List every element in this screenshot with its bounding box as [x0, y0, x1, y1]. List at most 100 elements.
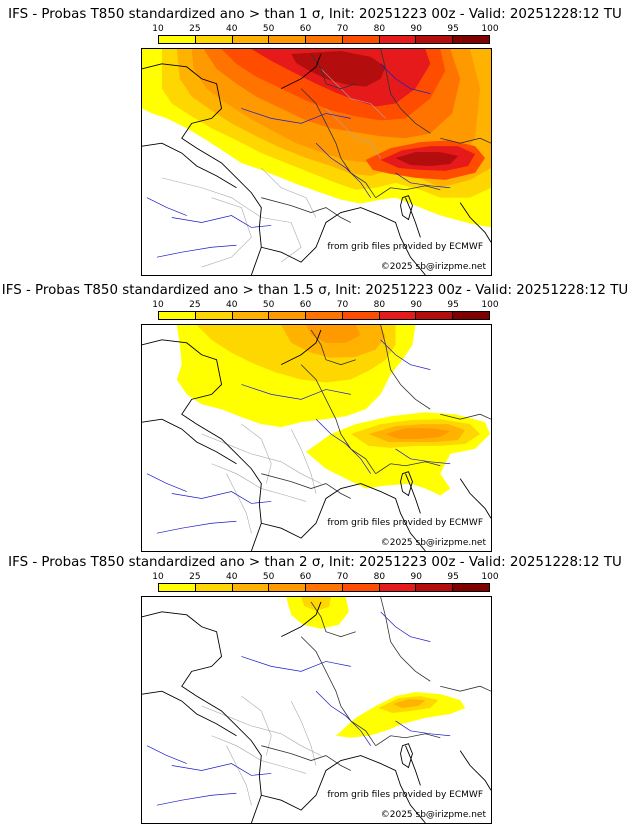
colorbar-tick: 25 [189, 300, 201, 310]
coast-line [142, 690, 237, 737]
admin-line [241, 423, 272, 484]
coast-line [261, 483, 426, 551]
coast-line [405, 197, 421, 238]
prob-band-north-10 [286, 597, 349, 629]
colorbar-swatch [195, 36, 233, 43]
colorbar-tick: 90 [410, 300, 422, 310]
admin-line [241, 695, 272, 756]
coastlines [142, 53, 491, 275]
border-line [380, 49, 431, 134]
border-line [300, 636, 376, 746]
map-panel-1sigma: IFS - Probas T850 standardized ano > tha… [0, 0, 630, 276]
river-line [156, 792, 237, 806]
colorbar-tick: 50 [262, 572, 275, 582]
colorbar-tick: 40 [226, 572, 238, 582]
border-line [261, 197, 351, 223]
prob-band-north-25 [301, 597, 331, 611]
border-line [380, 597, 431, 682]
probability-shading [176, 325, 491, 496]
colorbar-tick: 40 [226, 24, 238, 34]
admin-line [320, 68, 386, 119]
colorbar-swatch [232, 36, 270, 43]
border-line [380, 325, 431, 410]
admin-line [201, 705, 322, 756]
prob-band-south-50 [385, 428, 451, 439]
admin-line [226, 473, 252, 534]
colorbar: 10 25 40 50 60 70 80 90 95 100 [152, 24, 499, 46]
data-source-credit: from grib files provided by ECMWF [327, 518, 483, 528]
colorbar-swatch [416, 584, 454, 591]
colorbar-tick: 60 [299, 572, 312, 582]
border-line [310, 601, 356, 638]
border-line [310, 53, 356, 90]
border-line [261, 745, 351, 771]
river-line [156, 244, 237, 258]
colorbar: 10 25 40 50 60 70 80 90 95 100 [152, 572, 499, 594]
colorbar-tick: 70 [336, 572, 349, 582]
river-line [171, 763, 272, 776]
rivers [146, 611, 451, 806]
colorbar-tick: 100 [481, 24, 499, 34]
prob-band-south-40 [392, 699, 426, 709]
panel-title: IFS - Probas T850 standardized ano > tha… [8, 555, 622, 570]
river-line [380, 63, 431, 94]
coast-line [142, 611, 262, 823]
coast-line [281, 329, 322, 366]
river-line [395, 172, 451, 189]
prob-band-50 [306, 325, 361, 343]
island-corsica [400, 743, 413, 769]
colorbar-swatch [379, 312, 417, 319]
river-line [395, 720, 451, 737]
admin-line [201, 433, 322, 484]
colorbar-swatch [269, 584, 307, 591]
coastlines [142, 329, 491, 551]
admin-line [161, 177, 302, 263]
admin-borders [201, 695, 322, 806]
probability-shading [286, 597, 466, 738]
colorbar-tick: 80 [373, 300, 386, 310]
colorbar-swatch [416, 36, 454, 43]
river-line [146, 745, 187, 764]
border-line [375, 733, 441, 747]
colorbar-tick: 95 [447, 300, 459, 310]
colorbar-swatch [269, 36, 307, 43]
colorbar-swatch [306, 36, 343, 43]
colorbar-swatch [342, 312, 380, 319]
probability-map: from grib files provided by ECMWF ©2025 … [141, 324, 492, 552]
coast-line [261, 207, 426, 275]
colorbar-swatch [159, 312, 196, 319]
colorbar-tick: 100 [481, 300, 499, 310]
colorbar-swatch [306, 584, 343, 591]
probability-map: from grib files provided by ECMWF ©2025 … [141, 596, 492, 824]
colorbar-swatches [158, 35, 490, 44]
colorbar-swatch [453, 312, 490, 319]
colorbar-swatches [158, 583, 490, 592]
colorbar-tick: 100 [481, 572, 499, 582]
colorbar-tick: 95 [447, 572, 459, 582]
river-line [241, 384, 351, 400]
coast-line [459, 478, 491, 519]
colorbar-swatch [306, 312, 343, 319]
colorbar-tick: 10 [152, 300, 164, 310]
border-line [310, 329, 356, 366]
colorbar-swatch [232, 584, 270, 591]
border-line [440, 685, 491, 692]
colorbar-tick: 80 [373, 572, 386, 582]
colorbar-swatch [159, 36, 196, 43]
coast-line [261, 755, 426, 823]
colorbar-tick: 25 [189, 24, 201, 34]
prob-band-alps-90 [395, 152, 459, 166]
coast-line [459, 750, 491, 791]
admin-borders [201, 423, 322, 534]
colorbar-swatch [269, 312, 307, 319]
colorbar-tick: 60 [299, 24, 312, 34]
colorbar: 10 25 40 50 60 70 80 90 95 100 [152, 300, 499, 322]
colorbar-tick: 50 [262, 24, 275, 34]
copyright-credit: ©2025 sb@irizpme.net [380, 538, 486, 548]
island-corsica [400, 471, 413, 497]
river-line [171, 215, 272, 228]
map-canvas [142, 597, 491, 823]
colorbar-tick: 70 [336, 300, 349, 310]
colorbar-tick: 50 [262, 300, 275, 310]
island-corsica [400, 195, 413, 221]
